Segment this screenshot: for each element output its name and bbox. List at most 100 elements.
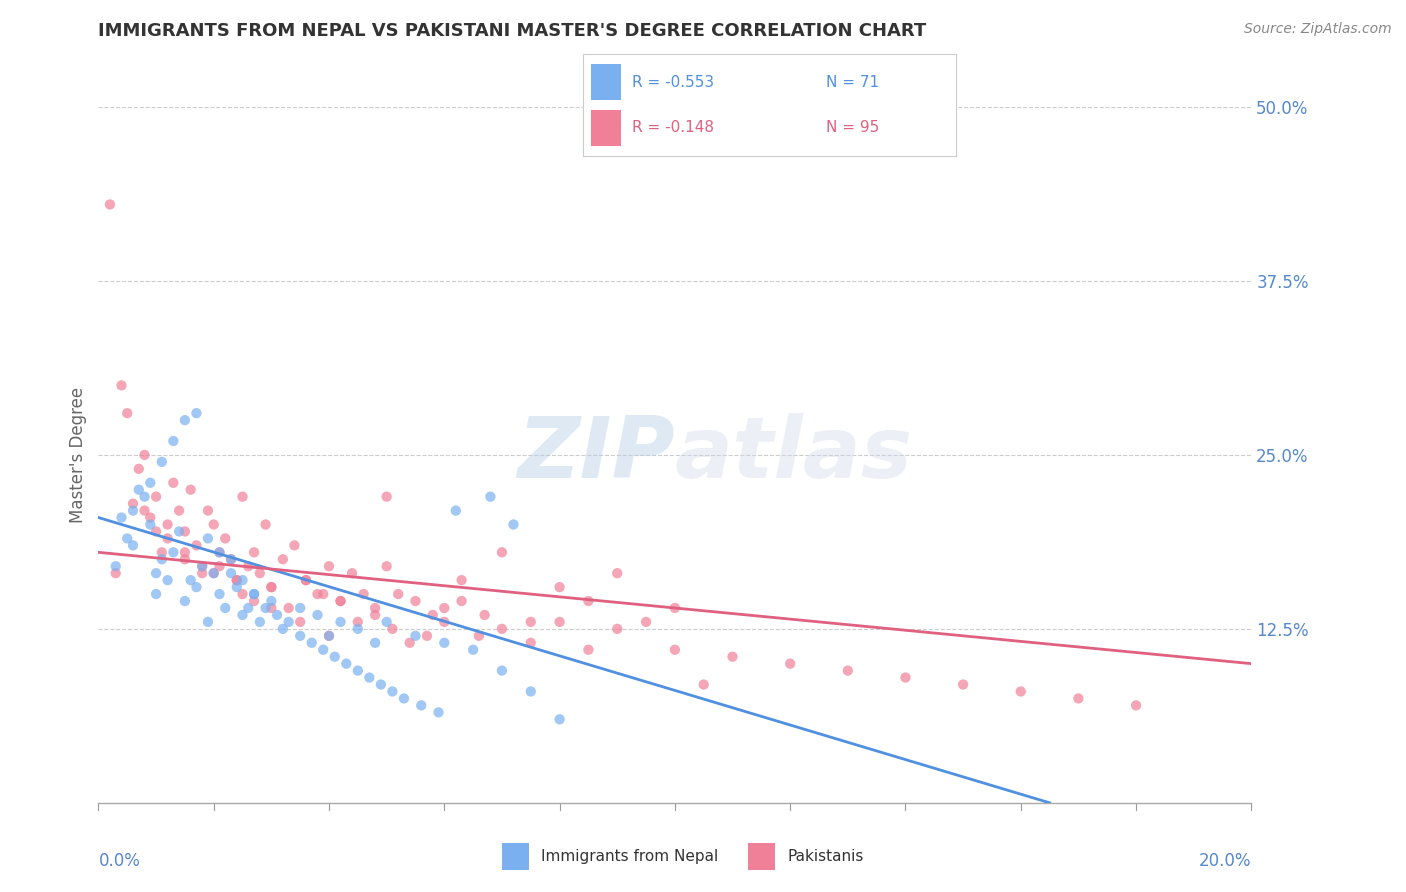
Point: [162, 475, 184, 490]
Point: [290, 601, 312, 615]
Point: [145, 587, 167, 601]
Point: [243, 587, 266, 601]
Point: [606, 622, 628, 636]
Point: [283, 538, 305, 552]
Point: [266, 607, 288, 622]
Point: [346, 622, 368, 636]
Point: [1125, 698, 1147, 713]
Point: [191, 559, 214, 574]
Text: R = -0.148: R = -0.148: [631, 120, 714, 135]
Point: [318, 559, 340, 574]
Text: N = 71: N = 71: [825, 75, 879, 90]
Point: [894, 671, 917, 685]
Point: [450, 573, 472, 587]
Point: [254, 517, 277, 532]
Text: Source: ZipAtlas.com: Source: ZipAtlas.com: [1244, 22, 1392, 37]
Point: [491, 622, 513, 636]
Point: [122, 538, 145, 552]
Point: [243, 545, 266, 559]
Point: [375, 615, 398, 629]
Point: [502, 517, 524, 532]
Point: [576, 594, 599, 608]
Point: [520, 615, 543, 629]
Point: [422, 607, 444, 622]
Point: [548, 712, 571, 726]
Point: [104, 566, 127, 581]
Point: [370, 677, 392, 691]
Point: [238, 559, 260, 574]
Text: Immigrants from Nepal: Immigrants from Nepal: [541, 849, 718, 863]
Point: [295, 573, 318, 587]
Point: [405, 629, 427, 643]
Point: [312, 642, 335, 657]
Point: [837, 664, 859, 678]
Point: [444, 503, 467, 517]
Point: [186, 580, 208, 594]
Y-axis label: Master's Degree: Master's Degree: [69, 387, 87, 523]
Point: [329, 615, 352, 629]
Point: [197, 503, 219, 517]
FancyBboxPatch shape: [502, 843, 529, 870]
Point: [329, 594, 352, 608]
Point: [346, 615, 368, 629]
Text: R = -0.553: R = -0.553: [631, 75, 714, 90]
Point: [290, 629, 312, 643]
Point: [197, 532, 219, 546]
Point: [231, 573, 254, 587]
FancyBboxPatch shape: [591, 64, 621, 100]
Point: [156, 573, 179, 587]
Point: [208, 545, 231, 559]
Point: [427, 706, 450, 720]
Point: [353, 587, 375, 601]
Point: [139, 517, 162, 532]
Point: [174, 413, 197, 427]
Point: [150, 552, 173, 566]
Point: [110, 510, 132, 524]
Point: [145, 490, 167, 504]
Point: [277, 601, 299, 615]
Point: [405, 594, 427, 608]
Point: [214, 601, 236, 615]
Point: [202, 517, 225, 532]
Point: [254, 601, 277, 615]
Point: [329, 594, 352, 608]
Point: [260, 601, 283, 615]
Point: [491, 664, 513, 678]
Point: [110, 378, 132, 392]
Point: [952, 677, 974, 691]
Point: [290, 615, 312, 629]
Point: [520, 684, 543, 698]
Point: [312, 587, 335, 601]
Point: [191, 559, 214, 574]
Point: [307, 607, 329, 622]
Point: [167, 524, 190, 539]
Point: [174, 545, 197, 559]
Point: [392, 691, 415, 706]
Point: [318, 629, 340, 643]
Point: [301, 636, 323, 650]
Point: [231, 587, 254, 601]
Point: [461, 642, 484, 657]
Point: [721, 649, 744, 664]
Point: [208, 559, 231, 574]
FancyBboxPatch shape: [748, 843, 775, 870]
Point: [180, 483, 202, 497]
Text: N = 95: N = 95: [825, 120, 879, 135]
Point: [208, 587, 231, 601]
Point: [150, 545, 173, 559]
Point: [117, 532, 139, 546]
Point: [225, 573, 247, 587]
Point: [364, 607, 387, 622]
Point: [693, 677, 716, 691]
Point: [260, 580, 283, 594]
Point: [219, 552, 242, 566]
Point: [576, 642, 599, 657]
Point: [271, 622, 294, 636]
Point: [479, 490, 502, 504]
Text: Pakistanis: Pakistanis: [787, 849, 863, 863]
Point: [197, 615, 219, 629]
Text: atlas: atlas: [675, 413, 912, 497]
Point: [387, 587, 409, 601]
Point: [231, 490, 254, 504]
Point: [474, 607, 496, 622]
